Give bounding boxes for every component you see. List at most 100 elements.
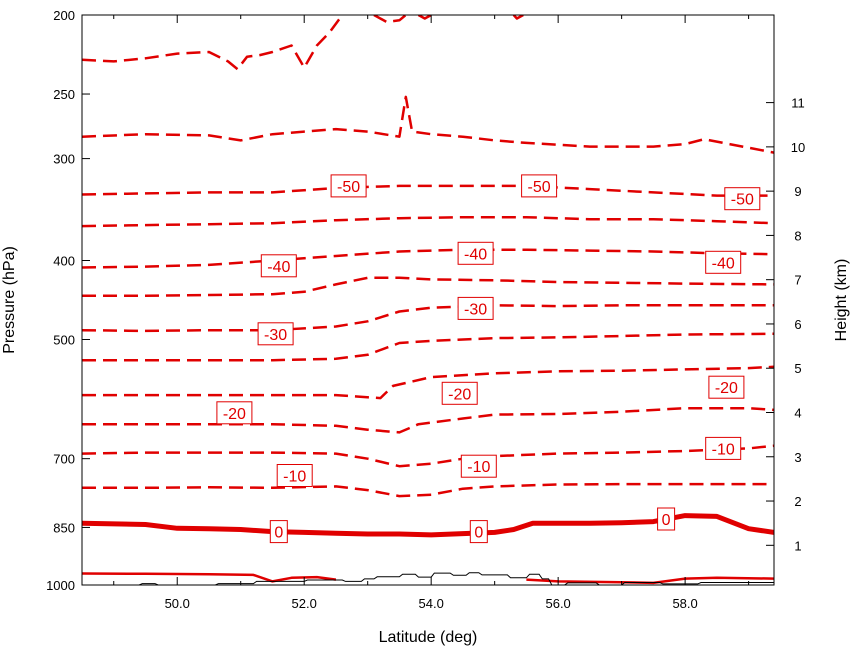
height-tick-label: 1 <box>794 538 801 553</box>
contour-line-0 <box>82 572 337 583</box>
contour-label-text: -50 <box>337 179 360 196</box>
pressure-tick-label: 400 <box>53 253 75 268</box>
contour-label-text: -50 <box>528 179 551 196</box>
height-tick-label: 4 <box>794 405 801 420</box>
contour-label-box <box>469 520 488 544</box>
contour-label-text: -50 <box>731 192 754 209</box>
contour-label-7: -30 <box>457 296 494 320</box>
height-tick-label: 9 <box>794 184 801 199</box>
terrain-outline <box>82 572 774 585</box>
latitude-tick-label: 54.0 <box>419 596 444 611</box>
contour-label-13: -10 <box>705 436 742 460</box>
contour-label-box <box>705 250 742 274</box>
contour-label-5: -40 <box>705 250 742 274</box>
contour-label-text: -30 <box>264 327 287 344</box>
contour-label-box <box>460 454 497 478</box>
contour-label-16: 0 <box>657 507 676 531</box>
contour-label-2: -50 <box>724 187 761 211</box>
contour-line-4 <box>82 444 774 468</box>
height-tick-label: 2 <box>794 494 801 509</box>
contour-label-text: -20 <box>448 386 471 403</box>
contour-label-11: -10 <box>276 464 313 487</box>
height-tick-label: 10 <box>791 140 805 155</box>
contour-label-text: 0 <box>662 512 671 529</box>
contour-label-box <box>457 296 494 320</box>
contour-line-8 <box>82 304 774 333</box>
latitude-tick-label: 56.0 <box>545 596 570 611</box>
contour-label-text: -40 <box>267 259 290 276</box>
pressure-tick-label: 1000 <box>46 578 75 593</box>
contour-label-9: -20 <box>441 381 478 405</box>
contour-label-0: -50 <box>330 174 367 198</box>
pressure-tick-label: 250 <box>53 87 75 102</box>
contour-label-text: -20 <box>223 406 246 423</box>
contour-line-16 <box>417 15 432 20</box>
contour-label-box <box>708 375 745 399</box>
contour-label-12: -10 <box>460 454 497 478</box>
latitude-tick-label: 58.0 <box>672 596 697 611</box>
contour-line-12 <box>82 184 774 197</box>
pressure-tick-label: 500 <box>53 333 75 348</box>
contour-label-box <box>260 254 297 278</box>
contour-labels: -50 -50 -50 -40 -40 -40 -30 -30 -20 -20 -20 -10 -10 -… <box>216 174 761 544</box>
contour-label-text: -10 <box>283 469 306 486</box>
contour-line-17 <box>512 15 524 20</box>
y-axis-title: Pressure (hPa) <box>1 246 18 354</box>
contour-line-7 <box>82 332 774 362</box>
height-tick-label: 5 <box>794 361 801 376</box>
contour-label-14: 0 <box>269 520 288 544</box>
height-tick-label: 7 <box>794 273 801 288</box>
contour-label-text: 0 <box>274 525 283 542</box>
contour-line-14 <box>82 15 344 71</box>
contour-label-box <box>457 241 494 265</box>
contour-label-text: 0 <box>474 525 483 542</box>
pressure-tick-label: 700 <box>53 452 75 467</box>
latitude-tick-label: 50.0 <box>165 596 190 611</box>
contour-line-3 <box>82 482 774 498</box>
height-tick-label: 8 <box>794 228 801 243</box>
contour-label-box <box>521 174 558 198</box>
x-axis-title: Latitude (deg) <box>379 629 478 646</box>
contour-label-box <box>269 520 288 544</box>
contour-line-15 <box>373 15 407 24</box>
height-tick-label: 6 <box>794 317 801 332</box>
contour-line-10 <box>82 248 774 269</box>
contour-label-4: -40 <box>457 241 494 265</box>
contour-label-box <box>705 436 742 460</box>
contour-label-box <box>441 381 478 405</box>
pressure-tick-label: 850 <box>53 520 75 535</box>
contour-label-text: -10 <box>712 441 735 458</box>
contour-label-text: -20 <box>715 380 738 397</box>
contour-label-box <box>216 401 253 425</box>
contour-line-13 <box>82 95 774 154</box>
contour-label-box <box>657 507 676 531</box>
pressure-tick-label: 300 <box>53 152 75 167</box>
contour-label-text: -40 <box>712 255 735 272</box>
contour-line-11 <box>82 215 774 228</box>
latitude-tick-label: 52.0 <box>292 596 317 611</box>
contour-label-6: -30 <box>257 322 294 346</box>
contour-lines <box>82 15 774 585</box>
contour-label-1: -50 <box>521 174 558 198</box>
contour-line-5 <box>82 406 774 434</box>
contour-label-3: -40 <box>260 254 297 278</box>
contour-label-text: -10 <box>467 459 490 476</box>
terrain-layer <box>82 572 774 585</box>
height-tick-label: 11 <box>791 96 805 111</box>
contour-label-text: -40 <box>464 246 487 263</box>
contour-label-8: -20 <box>216 401 253 425</box>
contour-label-box <box>724 187 761 211</box>
plot-frame <box>81 14 775 586</box>
contour-label-10: -20 <box>708 375 745 399</box>
contour-label-box <box>330 174 367 198</box>
contour-line-9 <box>82 276 774 298</box>
right-axis-title: Height (km) <box>833 259 850 342</box>
pressure-tick-label: 200 <box>53 8 75 23</box>
contour-label-text: -30 <box>464 301 487 318</box>
contour-label-box <box>276 464 313 487</box>
contour-label-15: 0 <box>469 520 488 544</box>
contour-label-box <box>257 322 294 346</box>
contour-line-6 <box>82 365 774 400</box>
